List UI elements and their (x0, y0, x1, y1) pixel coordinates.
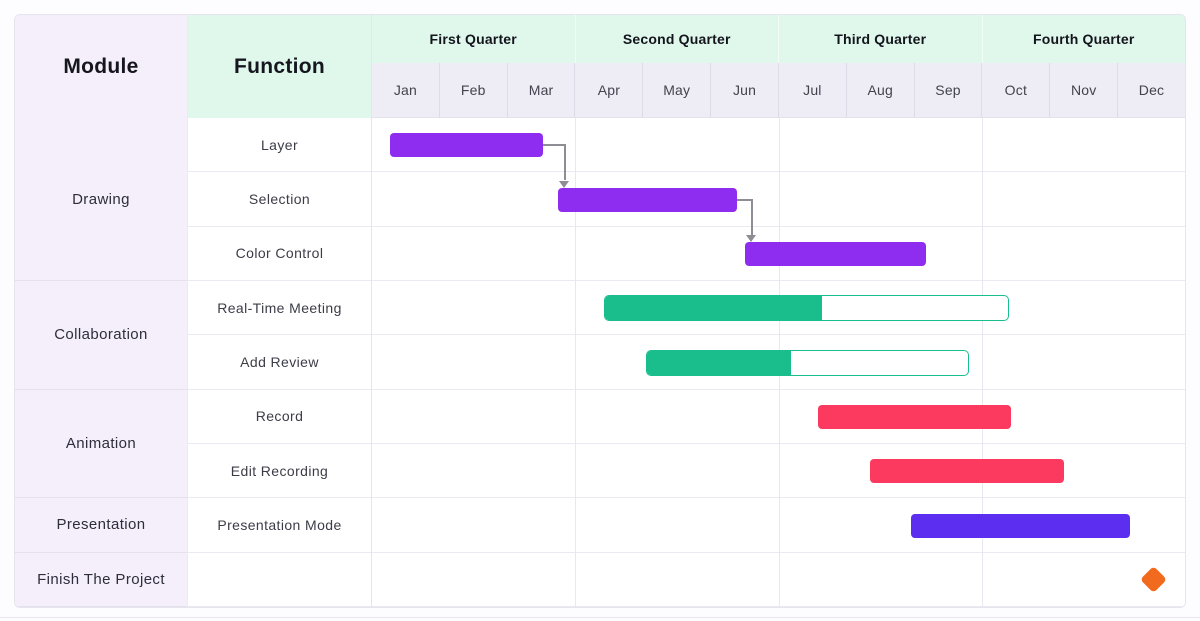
module-column: Drawing Collaboration Animation Presentatio… (15, 118, 188, 607)
gantt-bar-progress-fill (604, 296, 823, 321)
gantt-bar-color-control[interactable] (745, 241, 926, 266)
gantt-bar-layer[interactable] (390, 133, 544, 158)
month-header-may: May (643, 63, 712, 117)
table-header: Module Function First Quarter Second Quar… (15, 15, 1185, 118)
month-header-jun: Jun (711, 63, 779, 117)
month-header-jan: Jan (372, 63, 440, 117)
month-header-sep: Sep (915, 63, 983, 117)
gantt-bar-record[interactable] (817, 404, 1011, 429)
function-cell-edit-recording: Edit Recording (188, 444, 371, 499)
gantt-bar-selection[interactable] (558, 187, 738, 212)
function-cell-presentation-mode: Presentation Mode (188, 498, 371, 553)
month-header-row: Jan Feb Mar Apr May Jun Jul Aug Sep Oct Nov Dec (372, 63, 1185, 118)
function-cell-real-time-meeting: Real-Time Meeting (188, 281, 371, 336)
month-header-feb: Feb (440, 63, 508, 117)
quarter-grid-line (981, 118, 983, 607)
gantt-bar-progress-fill (646, 350, 792, 375)
function-cell-empty (188, 553, 371, 607)
module-cell-presentation: Presentation (15, 498, 187, 553)
module-cell-collaboration: Collaboration (15, 281, 187, 390)
month-header-mar: Mar (508, 63, 576, 117)
gantt-area (372, 118, 1185, 607)
connector-line (751, 199, 754, 235)
month-header-apr: Apr (575, 63, 644, 117)
bottom-divider (0, 617, 1200, 618)
module-cell-drawing: Drawing (15, 118, 187, 281)
function-cell-layer: Layer (188, 118, 371, 173)
function-cell-color-control: Color Control (188, 227, 371, 281)
gantt-bar-edit-recording[interactable] (869, 459, 1064, 484)
timeline-header: First Quarter Second Quarter Third Quarter… (372, 15, 1185, 118)
gantt-table: Module Function First Quarter Second Quar… (14, 14, 1186, 608)
month-header-oct: Oct (982, 63, 1051, 117)
month-header-nov: Nov (1050, 63, 1119, 117)
module-cell-finish-the-project: Finish The Project (15, 553, 187, 607)
function-cell-selection: Selection (188, 172, 371, 227)
quarter-header-1: First Quarter (372, 15, 576, 63)
quarter-grid-line (575, 118, 577, 607)
gantt-bar-add-review[interactable] (645, 349, 969, 376)
quarter-header-3: Third Quarter (779, 15, 983, 63)
connector-line (564, 145, 567, 181)
quarter-header-4: Fourth Quarter (1032, 31, 1135, 47)
connector-arrowhead-icon (559, 180, 570, 188)
function-column: Layer Selection Color Control Real-Time Mee… (188, 118, 372, 607)
function-cell-record: Record (188, 390, 371, 444)
quarter-header-row: First Quarter Second Quarter Third Quarter… (372, 15, 1185, 63)
module-cell-animation: Animation (15, 390, 187, 499)
quarter-header-2: Second Quarter (576, 15, 779, 63)
connector-arrowhead-icon (746, 234, 757, 242)
connector-line (737, 198, 754, 201)
month-header-jul: Jul (779, 63, 847, 117)
function-column-header: Function (188, 15, 372, 118)
month-header-dec: Dec (1138, 82, 1165, 98)
table-body: Drawing Collaboration Animation Presentatio… (15, 118, 1185, 607)
gantt-bar-presentation-mode[interactable] (910, 513, 1131, 538)
month-header-aug: Aug (847, 63, 915, 117)
connector-line (543, 144, 567, 147)
function-cell-add-review: Add Review (188, 335, 371, 390)
gantt-bar-real-time-meeting[interactable] (603, 295, 1009, 322)
module-column-header: Module (15, 15, 188, 118)
